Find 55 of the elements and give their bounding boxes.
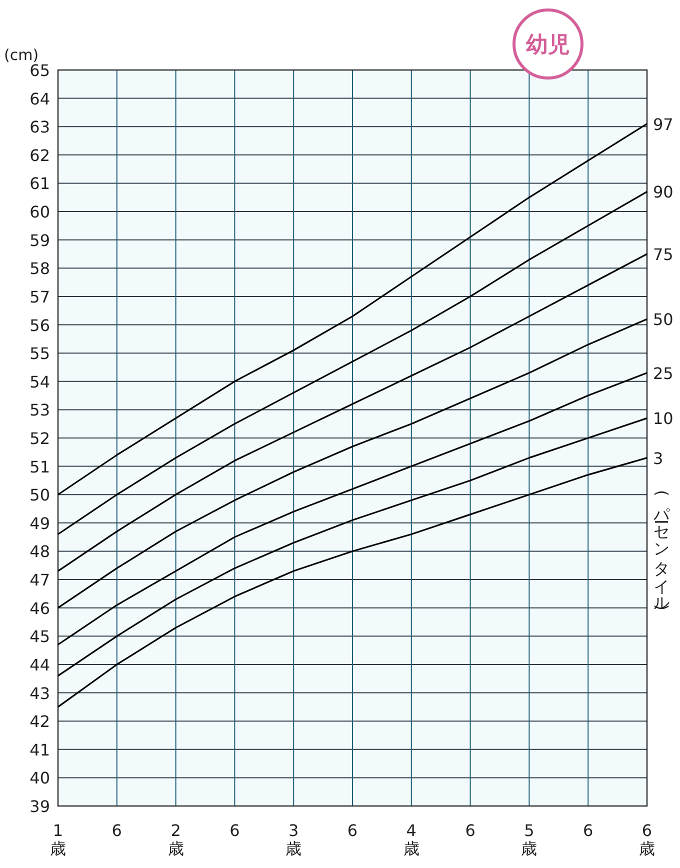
series-label: 97	[653, 114, 674, 134]
x-tick-label: 6 歳	[639, 821, 655, 858]
y-tick-label: 40	[30, 768, 50, 788]
x-tick-label: 1 歳	[50, 821, 66, 858]
y-tick-label: 52	[30, 429, 50, 448]
x-tick-label: 2 歳	[168, 821, 184, 858]
x-tick-label: 6	[465, 821, 476, 840]
y-tick-label: 47	[30, 570, 50, 590]
y-tick-label: 45	[30, 627, 50, 646]
y-tick-label: 59	[30, 230, 50, 250]
y-tick-label: 61	[30, 174, 50, 194]
series-label: 75	[653, 245, 674, 264]
text: (パーセンタイル)	[652, 490, 672, 610]
y-tick-label: 39	[30, 797, 50, 816]
line-series	[57, 372, 648, 646]
y-tick-label: 51	[30, 457, 50, 476]
y-tick-label: 41	[30, 740, 50, 760]
line-series	[57, 253, 648, 572]
y-tick-label: 58	[30, 259, 50, 278]
y-tick-label: 60	[30, 202, 50, 222]
series-label: 10	[653, 409, 674, 428]
y-tick-label: 49	[30, 514, 50, 533]
y-tick-label: 44	[30, 655, 50, 674]
y-tick-label: 54	[30, 372, 50, 392]
x-tick-label: 3 歳	[286, 821, 302, 858]
x-tick-label: 4 歳	[403, 821, 420, 858]
x-tick-label: 6	[583, 821, 594, 840]
y-tick-label: 42	[30, 712, 50, 732]
x-tick-label: 6	[230, 821, 240, 840]
y-tick-label: 64	[30, 89, 50, 108]
line-series	[57, 122, 648, 496]
y-tick-label: 48	[30, 542, 50, 562]
y-tick-label: 56	[30, 316, 50, 335]
series-label: 90	[653, 182, 674, 202]
y-tick-label: 50	[30, 486, 50, 505]
chart-title: 幼児	[526, 33, 570, 58]
y-tick-label: 65	[30, 61, 50, 80]
y-tick-label: 57	[30, 287, 50, 306]
y-tick-label: 53	[30, 400, 50, 420]
x-tick-label: 6	[347, 821, 358, 840]
x-tick-label: 6	[112, 821, 122, 840]
line-series	[57, 417, 648, 677]
series-label: 25	[653, 364, 674, 383]
x-tick-label: 5 歳	[521, 821, 538, 858]
y-tick-label: 55	[30, 344, 50, 364]
series-label: 50	[653, 310, 674, 330]
line-series	[57, 318, 648, 609]
y-axis-title: (cm)	[4, 46, 39, 64]
y-tick-label: 62	[30, 146, 50, 165]
y-tick-label: 63	[30, 118, 50, 137]
y-tick-label: 46	[30, 598, 50, 618]
y-tick-label: 43	[30, 684, 50, 703]
series-label: 3	[653, 448, 664, 468]
line-series	[57, 190, 648, 536]
line-series	[57, 457, 648, 708]
